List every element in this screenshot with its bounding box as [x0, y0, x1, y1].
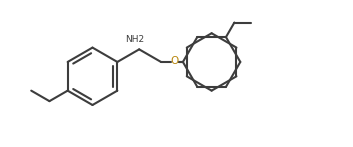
Text: O: O	[171, 56, 179, 66]
Text: NH2: NH2	[125, 35, 144, 44]
